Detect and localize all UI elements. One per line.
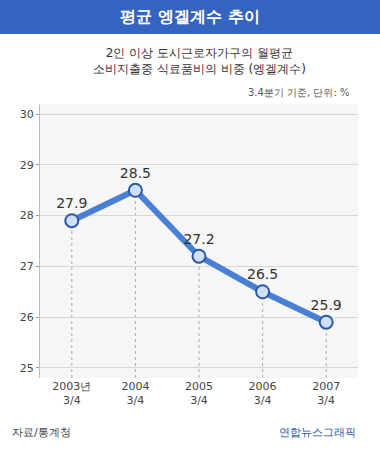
svg-text:20073/4: 20073/4 (312, 380, 340, 407)
svg-text:20043/4: 20043/4 (121, 380, 149, 407)
svg-text:30: 30 (20, 108, 34, 121)
svg-text:27.9: 27.9 (56, 195, 87, 211)
svg-text:3.4분기 기준, 단위: %: 3.4분기 기준, 단위: % (248, 87, 350, 98)
svg-text:29: 29 (20, 159, 34, 172)
svg-text:2인 이상 도시근로자가구의 월평균소비지출중 식료품비의: 2인 이상 도시근로자가구의 월평균소비지출중 식료품비의 비중 (엥겔계수) (93, 46, 306, 76)
svg-text:연합뉴스그래픽: 연합뉴스그래픽 (279, 426, 356, 439)
html-text:평균 엥겔계수 추이: 평균 엥겔계수 추이 (120, 7, 260, 26)
svg-text:28.5: 28.5 (120, 165, 151, 181)
svg-text:25: 25 (20, 362, 34, 375)
svg-text:25.9: 25.9 (311, 297, 342, 313)
svg-text:2003년3/4: 2003년3/4 (52, 380, 91, 407)
svg-text:20063/4: 20063/4 (249, 380, 277, 407)
svg-text:26.5: 26.5 (247, 266, 278, 282)
svg-text:자료/통계청: 자료/통계청 (12, 426, 71, 439)
svg-text:26: 26 (20, 311, 34, 324)
svg-text:27.2: 27.2 (183, 231, 214, 247)
svg-text:27: 27 (20, 260, 34, 273)
svg-text:28: 28 (20, 209, 34, 222)
svg-text:20053/4: 20053/4 (185, 380, 213, 407)
